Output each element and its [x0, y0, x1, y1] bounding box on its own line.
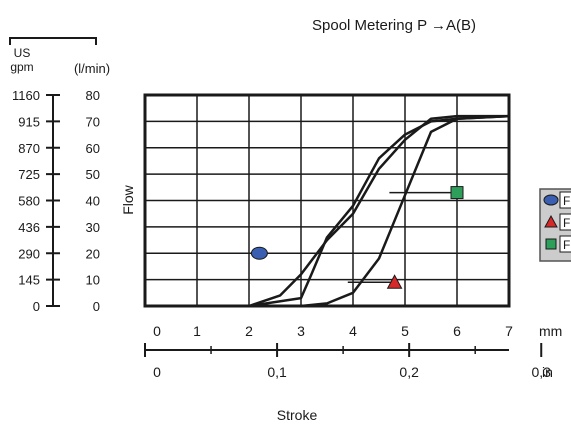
legend-swatch	[559, 213, 571, 231]
gpm-tick-label: 580	[18, 194, 40, 209]
x-tick-in-label: 0,2	[399, 364, 419, 380]
lmin-tick-label: 30	[86, 220, 100, 235]
legend-swatch	[559, 235, 571, 253]
gpm-unit-top: US	[14, 46, 31, 60]
x-tick-in-label: 0	[153, 364, 161, 380]
x-tick-in-label: 0,1	[267, 364, 287, 380]
x-unit-in: in	[542, 364, 553, 380]
legend-square-icon	[545, 238, 557, 250]
marker-triangle	[386, 274, 403, 289]
lmin-tick-label: 50	[86, 167, 100, 182]
x-unit-mm: mm	[539, 323, 562, 339]
x-tick-mm-label: 4	[349, 323, 357, 339]
legend-label: F	[563, 216, 570, 230]
marker-circle	[250, 246, 268, 260]
marker-square	[450, 186, 464, 200]
x-tick-mm-label: 5	[401, 323, 409, 339]
curve-square	[249, 114, 510, 308]
gpm-unit-bottom: gpm	[10, 60, 33, 74]
curve-triangle	[248, 114, 510, 308]
lmin-tick-label: 0	[93, 299, 100, 314]
x-axis-label: Stroke	[277, 407, 318, 423]
gpm-tick-label: 870	[18, 141, 40, 156]
gpm-tick-label: 0	[33, 299, 40, 314]
x-tick-mm-label: 7	[505, 323, 513, 339]
legend-label: F	[563, 238, 570, 252]
legend-swatch	[559, 191, 571, 209]
legend: FFF	[539, 188, 571, 262]
gpm-tick-label: 145	[18, 273, 40, 288]
gpm-tick-label: 725	[18, 167, 40, 182]
legend-triangle-icon	[544, 214, 558, 228]
x-tick-in-label: 0,3	[532, 364, 552, 380]
gpm-tick-label: 915	[18, 114, 40, 129]
x-tick-mm-label: 3	[297, 323, 305, 339]
gpm-bracket	[9, 37, 97, 45]
gpm-tick-label: 290	[18, 246, 40, 261]
x-tick-mm-label: 2	[245, 323, 253, 339]
gpm-tick-label: 436	[18, 220, 40, 235]
lmin-tick-label: 20	[86, 246, 100, 261]
lmin-tick-label: 10	[86, 273, 100, 288]
lmin-tick-label: 60	[86, 141, 100, 156]
chart-title: Spool Metering P →A(B)	[312, 17, 476, 34]
x-tick-mm-label: 0	[153, 323, 161, 339]
lmin-tick-label: 40	[86, 194, 100, 209]
gpm-tick-label: 1160	[12, 88, 40, 103]
x-tick-mm-label: 1	[193, 323, 201, 339]
lmin-unit: (l/min)	[74, 61, 110, 76]
lmin-tick-label: 70	[86, 114, 100, 129]
left-axes: US gpm (l/min) 1160 915 870 725 580 436 290 145…	[9, 37, 110, 314]
y-axis-label: Flow	[120, 184, 136, 214]
x-tick-mm-label: 6	[453, 323, 461, 339]
legend-label: F	[563, 194, 570, 208]
lmin-tick-label: 80	[86, 88, 100, 103]
curve-circle	[248, 114, 509, 308]
legend-circle-icon	[543, 194, 559, 206]
